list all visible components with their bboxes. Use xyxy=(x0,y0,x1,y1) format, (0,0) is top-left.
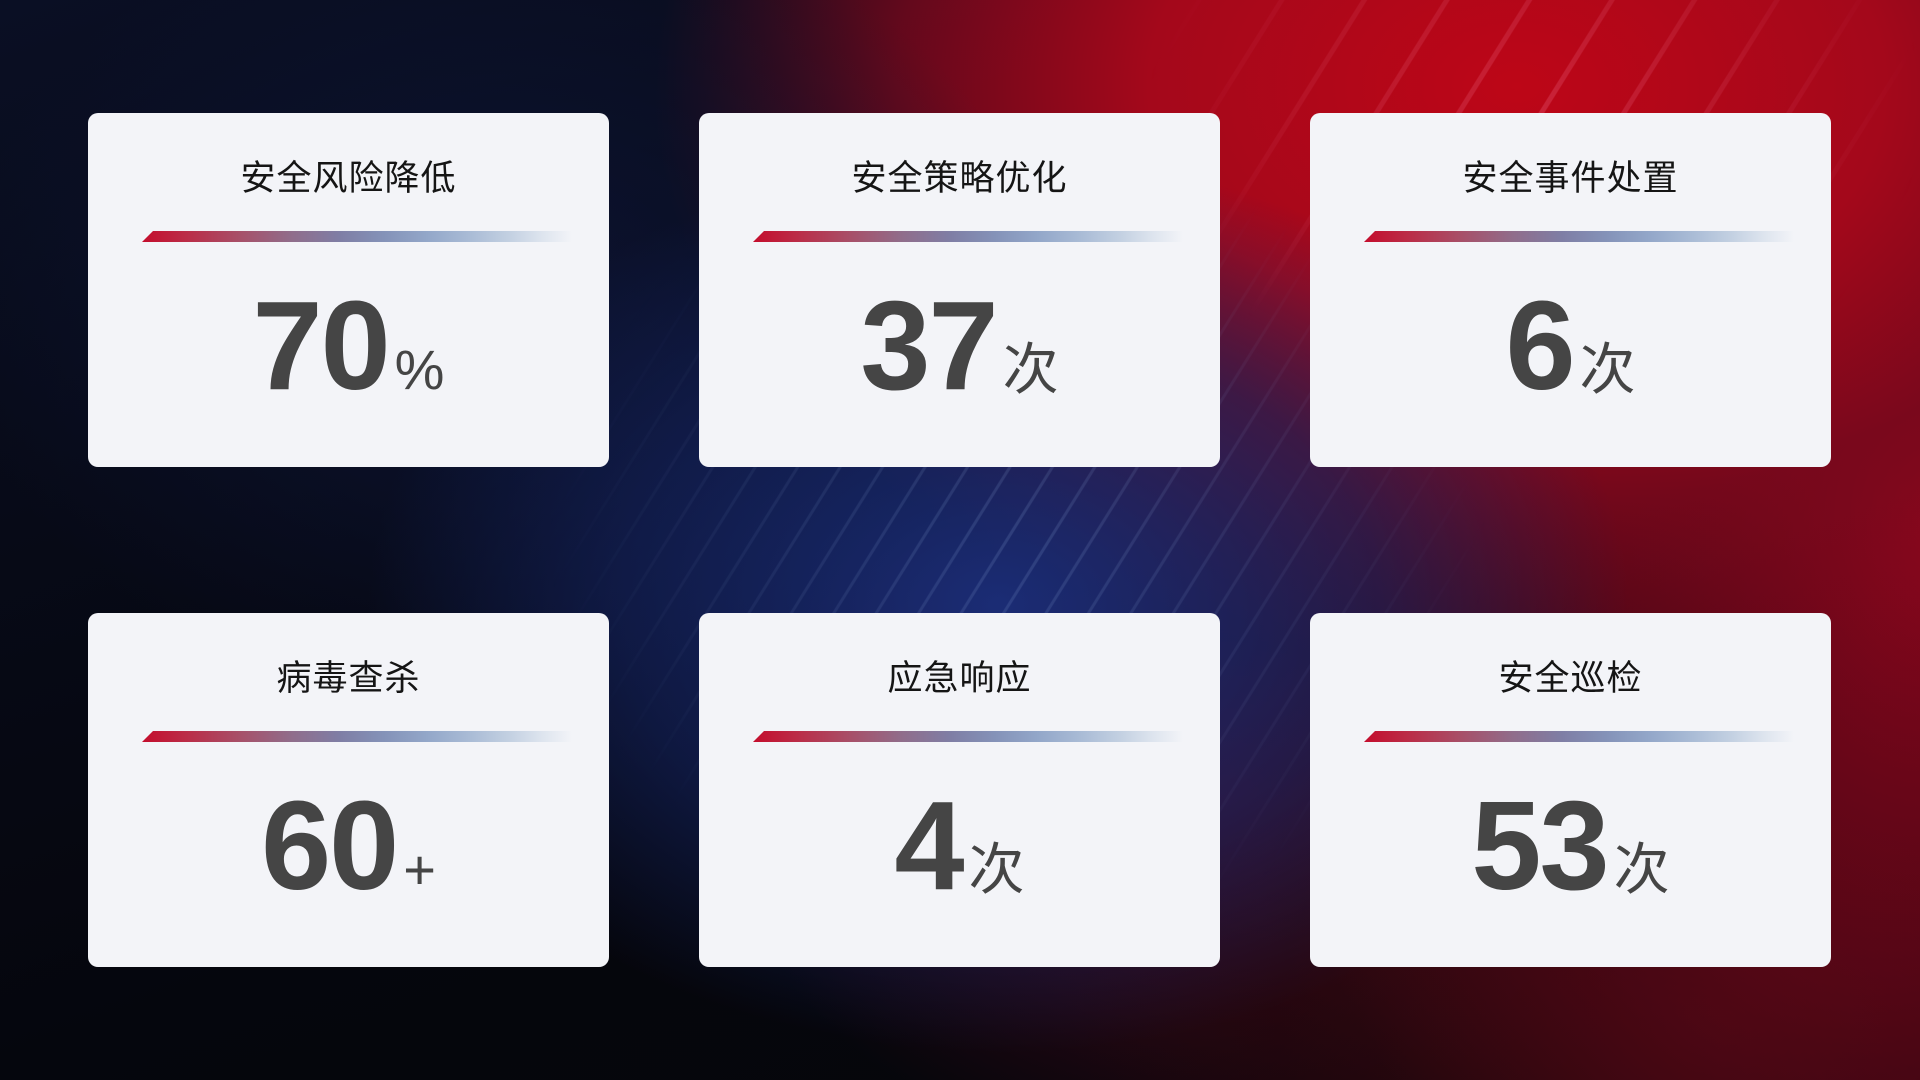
card-value: 60 + xyxy=(88,783,609,909)
card-value: 70% xyxy=(88,283,609,409)
card-title: 安全风险降低 xyxy=(240,159,457,198)
card-title: 安全事件处置 xyxy=(1462,159,1679,198)
value-unit: 次 xyxy=(968,838,1025,901)
stat-card-policy-optimization: 安全策略优化 37 次 xyxy=(699,113,1220,467)
card-divider xyxy=(1364,231,1803,242)
card-divider xyxy=(142,231,581,242)
card-title: 安全策略优化 xyxy=(851,159,1068,198)
stat-card-security-inspection: 安全巡检 53 次 xyxy=(1310,613,1831,967)
card-divider xyxy=(753,731,1192,742)
card-divider xyxy=(753,231,1192,242)
value-number: 60 xyxy=(261,775,399,916)
value-unit: 次 xyxy=(1579,338,1636,401)
value-unit: 次 xyxy=(1002,338,1059,401)
value-number: 53 xyxy=(1471,775,1609,916)
stat-card-virus-scan: 病毒查杀 60 + xyxy=(88,613,609,967)
card-value: 37 次 xyxy=(699,283,1220,409)
card-value: 53 次 xyxy=(1310,783,1831,909)
card-title: 应急响应 xyxy=(887,659,1032,698)
value-number: 70 xyxy=(252,275,391,416)
card-title: 病毒查杀 xyxy=(276,659,421,698)
value-number: 4 xyxy=(894,775,964,916)
value-unit: % xyxy=(394,338,445,401)
value-unit: 次 xyxy=(1613,838,1670,901)
stat-card-risk-reduction: 安全风险降低 70% xyxy=(88,113,609,467)
card-divider xyxy=(1364,731,1803,742)
card-title: 安全巡检 xyxy=(1498,659,1643,698)
value-number: 6 xyxy=(1505,275,1575,416)
value-unit: + xyxy=(403,838,436,901)
value-number: 37 xyxy=(860,275,998,416)
card-divider xyxy=(142,731,581,742)
